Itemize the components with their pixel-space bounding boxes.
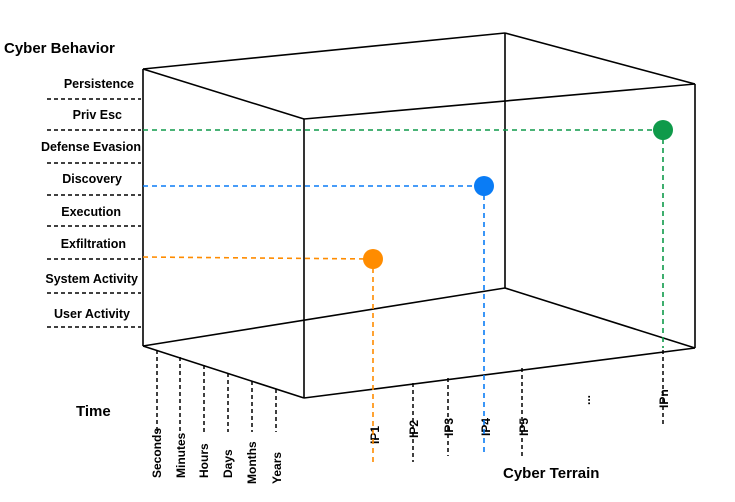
time-label-seconds: Seconds [150, 428, 164, 478]
terrain-label-ip3: IP3 [442, 418, 456, 436]
behavior-label-execution: Execution [61, 205, 121, 219]
terrain-label-ip1: IP1 [368, 426, 382, 444]
behavior-label-exfiltration: Exfiltration [61, 237, 126, 251]
time-label-days: Days [221, 449, 235, 478]
time-label-years: Years [270, 452, 284, 484]
cube-edge-top-left [142, 68, 305, 120]
point-discovery-ip4 [143, 176, 494, 455]
terrain-label-ipn: IPn [657, 389, 671, 408]
terrain-label-ip2: IP2 [407, 420, 421, 438]
terrain-label-ellipsis: ... [579, 395, 593, 405]
cube-frame [142, 32, 696, 399]
behavior-axis-title: Cyber Behavior [4, 40, 115, 57]
behavior-label-priv-esc: Priv Esc [73, 108, 122, 122]
projection-horizontal [142, 256, 374, 260]
cube-edge-back-bottom [142, 287, 506, 347]
terrain-label-ip4: IP4 [479, 418, 493, 436]
point-exfiltration-ip1 [142, 249, 383, 465]
behavior-label-system-activity: System Activity [45, 272, 138, 286]
point-priv-esc-ipn [143, 120, 673, 348]
terrain-axis: IP1 IP2 IP3 IP4 IP5 ... IPn [368, 350, 671, 462]
cube-edge-bottom-left [142, 345, 305, 399]
cube-edge-front-top [303, 83, 696, 120]
time-axis-title: Time [76, 403, 111, 420]
data-point-orange [363, 249, 383, 269]
behavior-axis: Persistence Priv Esc Defense Evasion Dis… [41, 77, 141, 328]
behavior-label-discovery: Discovery [62, 172, 122, 186]
terrain-axis-title: Cyber Terrain [503, 465, 599, 482]
behavior-label-persistence: Persistence [64, 77, 134, 91]
data-point-blue [474, 176, 494, 196]
behavior-label-user-activity: User Activity [54, 307, 130, 321]
time-label-months: Months [245, 441, 259, 484]
time-label-minutes: Minutes [174, 432, 188, 478]
data-point-green [653, 120, 673, 140]
cube-edge-bottom-right [504, 287, 696, 349]
behavior-label-defense-evasion: Defense Evasion [41, 140, 141, 154]
terrain-label-ip5: IP5 [517, 418, 531, 436]
cube-edge-top-right [504, 32, 696, 85]
time-axis: Seconds Minutes Hours Days Months Years [150, 350, 284, 484]
cube-edge-front-bottom [303, 347, 696, 399]
cube-edge-back-top [142, 32, 506, 70]
time-label-hours: Hours [197, 443, 211, 478]
